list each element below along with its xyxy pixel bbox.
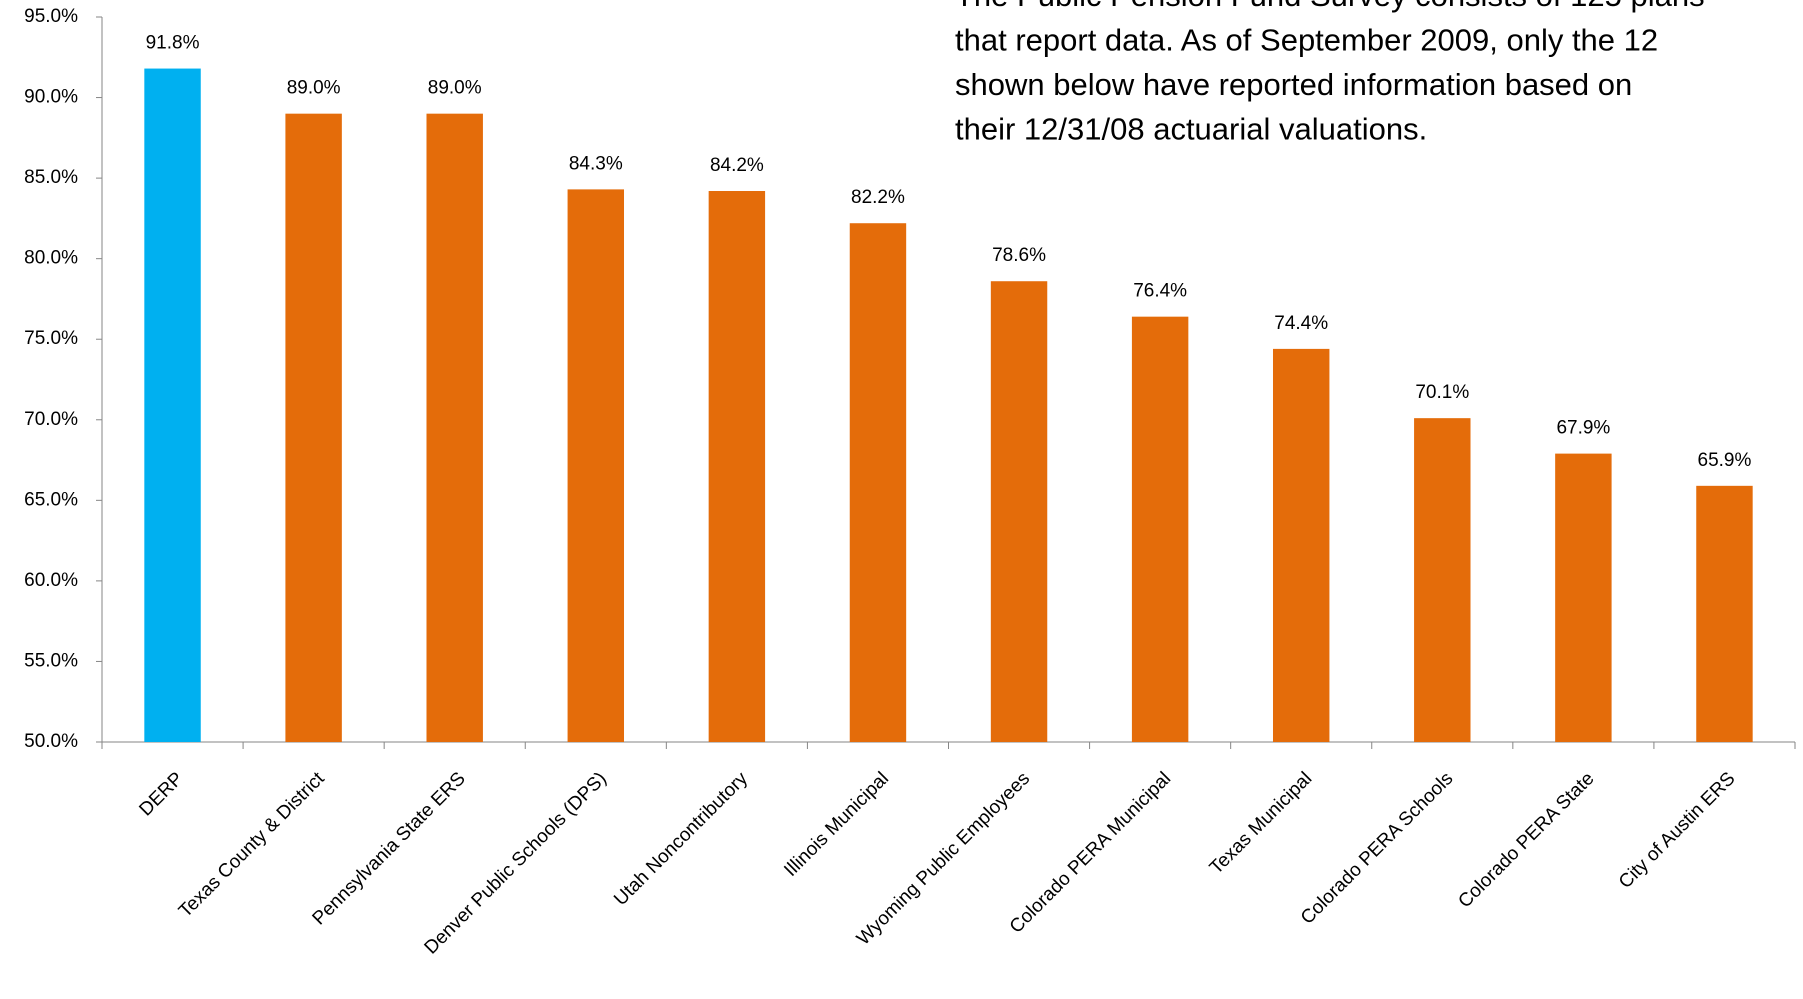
y-tick-label: 85.0%: [24, 167, 78, 188]
x-tick-label: City of Austin ERS: [1615, 768, 1740, 893]
bar: [1131, 316, 1189, 742]
bar: [144, 68, 201, 743]
data-label: 78.6%: [992, 245, 1046, 266]
bar: [567, 189, 625, 742]
data-label: 91.8%: [146, 33, 200, 54]
data-label: 65.9%: [1698, 450, 1752, 471]
x-tick-label: Colorado PERA Municipal: [1006, 768, 1175, 937]
x-tick-label: Utah Noncontributory: [610, 768, 752, 910]
x-tick-label: Texas Municipal: [1206, 768, 1316, 878]
y-tick-label: 75.0%: [24, 328, 78, 349]
data-label: 82.2%: [851, 187, 905, 208]
data-label: 70.1%: [1415, 382, 1469, 403]
y-tick-label: 90.0%: [24, 87, 78, 108]
y-tick-label: 65.0%: [24, 489, 78, 510]
data-label: 89.0%: [287, 78, 341, 99]
bar: [426, 113, 483, 742]
bar: [849, 223, 907, 742]
annotation: shown below have reported information ba…: [955, 67, 1632, 102]
bar: [285, 113, 342, 742]
y-tick-label: 60.0%: [24, 570, 78, 591]
annotation: their 12/31/08 actuarial valuations.: [955, 112, 1427, 147]
data-label: 76.4%: [1133, 281, 1187, 302]
x-tick-label: Colorado PERA State: [1454, 768, 1598, 912]
data-label: 84.2%: [710, 155, 764, 176]
bar: [1696, 485, 1753, 742]
annotation: The Public Pension Fund Survey consists …: [955, 0, 1705, 13]
bar: [990, 281, 1048, 742]
x-tick-label: Illinois Municipal: [780, 768, 893, 881]
y-tick-label: 55.0%: [24, 650, 78, 671]
annotation: that report data. As of September 2009, …: [955, 23, 1658, 58]
data-label: 67.9%: [1556, 418, 1610, 439]
data-label: 84.3%: [569, 153, 623, 174]
x-tick-label: Pennsylvania State ERS: [309, 768, 470, 929]
bar: [708, 191, 766, 742]
x-tick-label: Colorado PERA Schools: [1297, 768, 1457, 928]
bar: [1272, 348, 1330, 742]
data-label: 89.0%: [428, 78, 482, 99]
data-label: 74.4%: [1274, 313, 1328, 334]
y-tick-label: 95.0%: [24, 6, 78, 27]
y-tick-label: 70.0%: [24, 409, 78, 430]
y-tick-label: 80.0%: [24, 248, 78, 269]
x-tick-label: DERP: [135, 768, 187, 820]
bar: [1414, 418, 1471, 742]
bar: [1555, 453, 1612, 742]
y-tick-label: 50.0%: [24, 731, 78, 752]
x-tick-label: Texas County & District: [175, 768, 329, 922]
